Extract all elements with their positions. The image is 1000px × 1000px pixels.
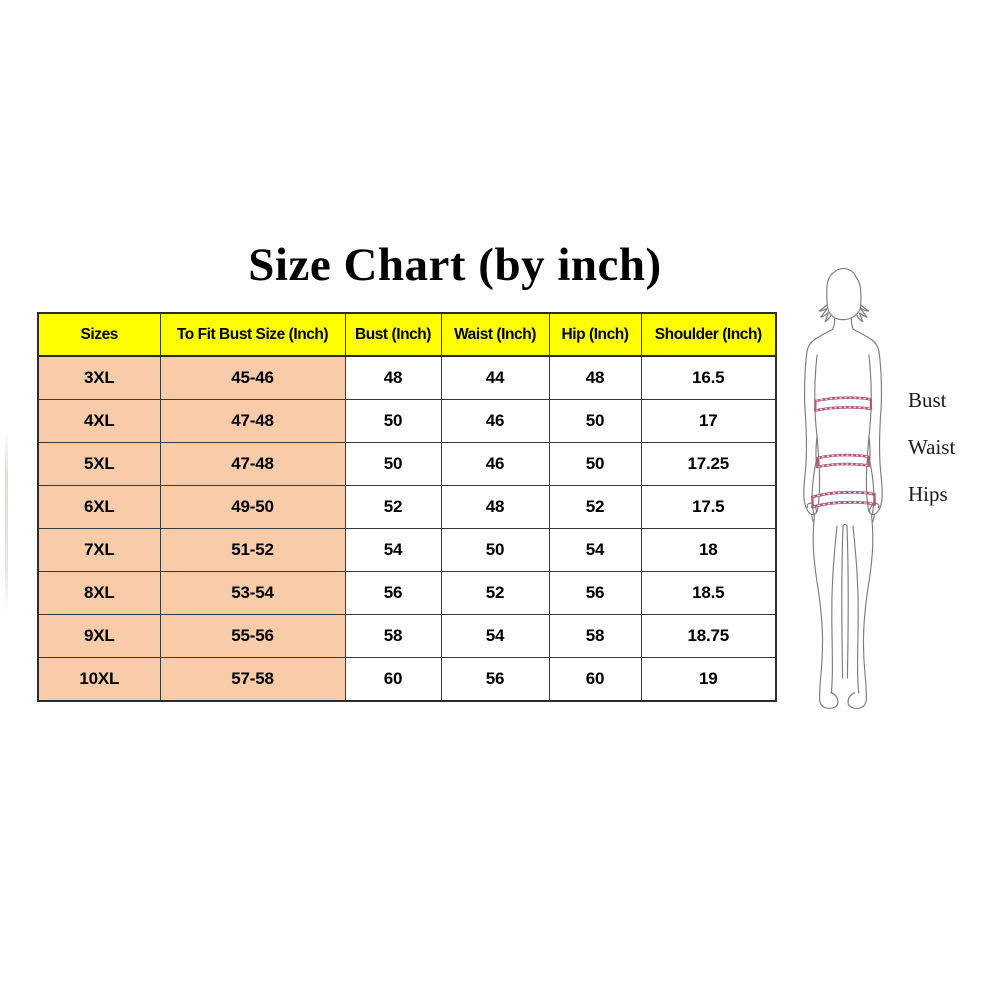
cell-hip: 60 [548, 657, 642, 702]
cell-to-fit: 55-56 [159, 614, 346, 658]
cell-waist: 50 [440, 528, 550, 572]
cell-size: 9XL [37, 614, 161, 658]
cell-shoulder: 18 [640, 528, 777, 572]
table-row: 9XL 55-56 58 54 58 18.75 [37, 614, 777, 658]
cell-waist: 44 [440, 355, 550, 400]
cell-bust: 50 [344, 442, 442, 486]
cell-bust: 50 [344, 399, 442, 443]
table-header-row: Sizes To Fit Bust Size (Inch) Bust (Inch… [37, 312, 777, 357]
table-row: 3XL 45-46 48 44 48 16.5 [37, 355, 777, 400]
cell-waist: 56 [440, 657, 550, 702]
cell-bust: 48 [344, 355, 442, 400]
cell-shoulder: 17 [640, 399, 777, 443]
column-header-hip: Hip (Inch) [548, 312, 642, 357]
cell-to-fit: 51-52 [159, 528, 346, 572]
cell-hip: 54 [548, 528, 642, 572]
cell-size: 10XL [37, 657, 161, 702]
cell-to-fit: 45-46 [159, 355, 346, 400]
cell-hip: 48 [548, 355, 642, 400]
cell-bust: 56 [344, 571, 442, 615]
label-waist: Waist [908, 435, 956, 459]
cell-size: 4XL [37, 399, 161, 443]
cell-waist: 46 [440, 442, 550, 486]
column-header-waist: Waist (Inch) [440, 312, 550, 357]
cell-to-fit: 47-48 [159, 442, 346, 486]
page-title: Size Chart (by inch) [248, 239, 662, 291]
cell-hip: 56 [548, 571, 642, 615]
column-header-sizes: Sizes [37, 312, 161, 357]
size-chart-table: Sizes To Fit Bust Size (Inch) Bust (Inch… [37, 312, 777, 702]
cell-hip: 50 [548, 399, 642, 443]
table-row: 5XL 47-48 50 46 50 17.25 [37, 442, 777, 486]
cell-shoulder: 18.75 [640, 614, 777, 658]
table-row: 4XL 47-48 50 46 50 17 [37, 399, 777, 443]
cell-size: 8XL [37, 571, 161, 615]
tape-measure-hips [811, 490, 876, 509]
table-row: 7XL 51-52 54 50 54 18 [37, 528, 777, 572]
cell-shoulder: 16.5 [640, 355, 777, 400]
cell-waist: 54 [440, 614, 550, 658]
cell-bust: 58 [344, 614, 442, 658]
cell-to-fit: 47-48 [159, 399, 346, 443]
cell-hip: 52 [548, 485, 642, 529]
table-row: 6XL 49-50 52 48 52 17.5 [37, 485, 777, 529]
cell-bust: 60 [344, 657, 442, 702]
cell-to-fit: 49-50 [159, 485, 346, 529]
column-header-to-fit-bust: To Fit Bust Size (Inch) [159, 312, 346, 357]
label-bust: Bust [908, 388, 947, 412]
label-hips: Hips [908, 482, 948, 506]
cell-shoulder: 17.25 [640, 442, 777, 486]
cell-to-fit: 57-58 [159, 657, 346, 702]
cell-to-fit: 53-54 [159, 571, 346, 615]
size-chart-table-container: Sizes To Fit Bust Size (Inch) Bust (Inch… [37, 312, 777, 702]
table-row: 10XL 57-58 60 56 60 19 [37, 657, 777, 702]
female-body-figure-icon [789, 258, 905, 718]
cell-shoulder: 18.5 [640, 571, 777, 615]
table-row: 8XL 53-54 56 52 56 18.5 [37, 571, 777, 615]
scan-artifact [5, 430, 8, 615]
cell-shoulder: 19 [640, 657, 777, 702]
cell-bust: 52 [344, 485, 442, 529]
cell-waist: 52 [440, 571, 550, 615]
cell-hip: 58 [548, 614, 642, 658]
column-header-shoulder: Shoulder (Inch) [640, 312, 777, 357]
cell-hip: 50 [548, 442, 642, 486]
cell-shoulder: 17.5 [640, 485, 777, 529]
cell-size: 7XL [37, 528, 161, 572]
cell-size: 5XL [37, 442, 161, 486]
cell-waist: 46 [440, 399, 550, 443]
cell-bust: 54 [344, 528, 442, 572]
tape-measure-waist [816, 453, 870, 469]
cell-size: 3XL [37, 355, 161, 400]
cell-waist: 48 [440, 485, 550, 529]
cell-size: 6XL [37, 485, 161, 529]
tape-measure-bust [814, 396, 873, 412]
column-header-bust: Bust (Inch) [344, 312, 442, 357]
